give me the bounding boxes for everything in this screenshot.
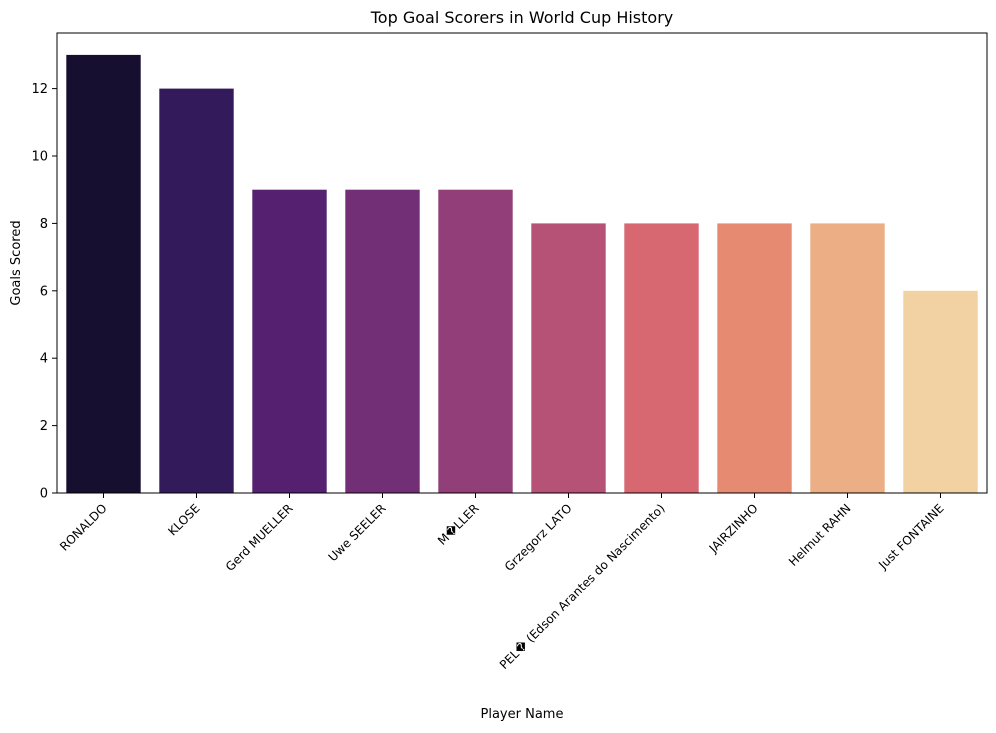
bar bbox=[159, 88, 234, 493]
x-tick-label: KLOSE bbox=[165, 501, 202, 538]
y-tick-label: 2 bbox=[40, 419, 48, 434]
y-tick-label: 10 bbox=[31, 150, 48, 165]
y-tick-label: 8 bbox=[40, 217, 48, 232]
bar bbox=[438, 189, 513, 493]
y-tick-label: 6 bbox=[40, 284, 48, 299]
x-tick-label: Uwe SEELER bbox=[326, 501, 389, 564]
x-axis-label: Player Name bbox=[481, 707, 564, 722]
bar bbox=[345, 189, 420, 493]
plot-frame bbox=[56, 32, 988, 494]
y-axis: 0 2 4 6 8 10 12 bbox=[31, 82, 57, 502]
y-tick-label: 4 bbox=[40, 352, 48, 367]
x-tick-label: Helmut RAHN bbox=[786, 501, 854, 569]
bar bbox=[717, 223, 792, 493]
bar bbox=[66, 54, 141, 494]
y-axis-label: Goals Scored bbox=[9, 220, 24, 305]
bar bbox=[903, 290, 978, 493]
x-tick-label: M�LLER bbox=[435, 501, 482, 548]
bars-group bbox=[66, 54, 978, 494]
x-tick-label: PEL� (Edson Arantes do Nascimento) bbox=[497, 501, 668, 672]
y-tick-label: 0 bbox=[40, 487, 48, 502]
x-tick-label: RONALDO bbox=[57, 501, 110, 554]
chart-title: Top Goal Scorers in World Cup History bbox=[370, 8, 674, 27]
x-tick-label: JAIRZINHO bbox=[706, 501, 761, 556]
bar bbox=[531, 223, 606, 493]
x-tick-label: Gerd MUELLER bbox=[223, 501, 296, 574]
bar bbox=[252, 189, 327, 493]
bar bbox=[624, 223, 699, 493]
x-tick-label: Just FONTAINE bbox=[875, 501, 946, 572]
x-axis: RONALDO KLOSE Gerd MUELLER Uwe SEELER M�LLER… bbox=[57, 493, 947, 672]
y-tick-label: 12 bbox=[31, 82, 48, 97]
bar bbox=[810, 223, 885, 493]
x-tick-label: Grzegorz LATO bbox=[502, 501, 575, 574]
